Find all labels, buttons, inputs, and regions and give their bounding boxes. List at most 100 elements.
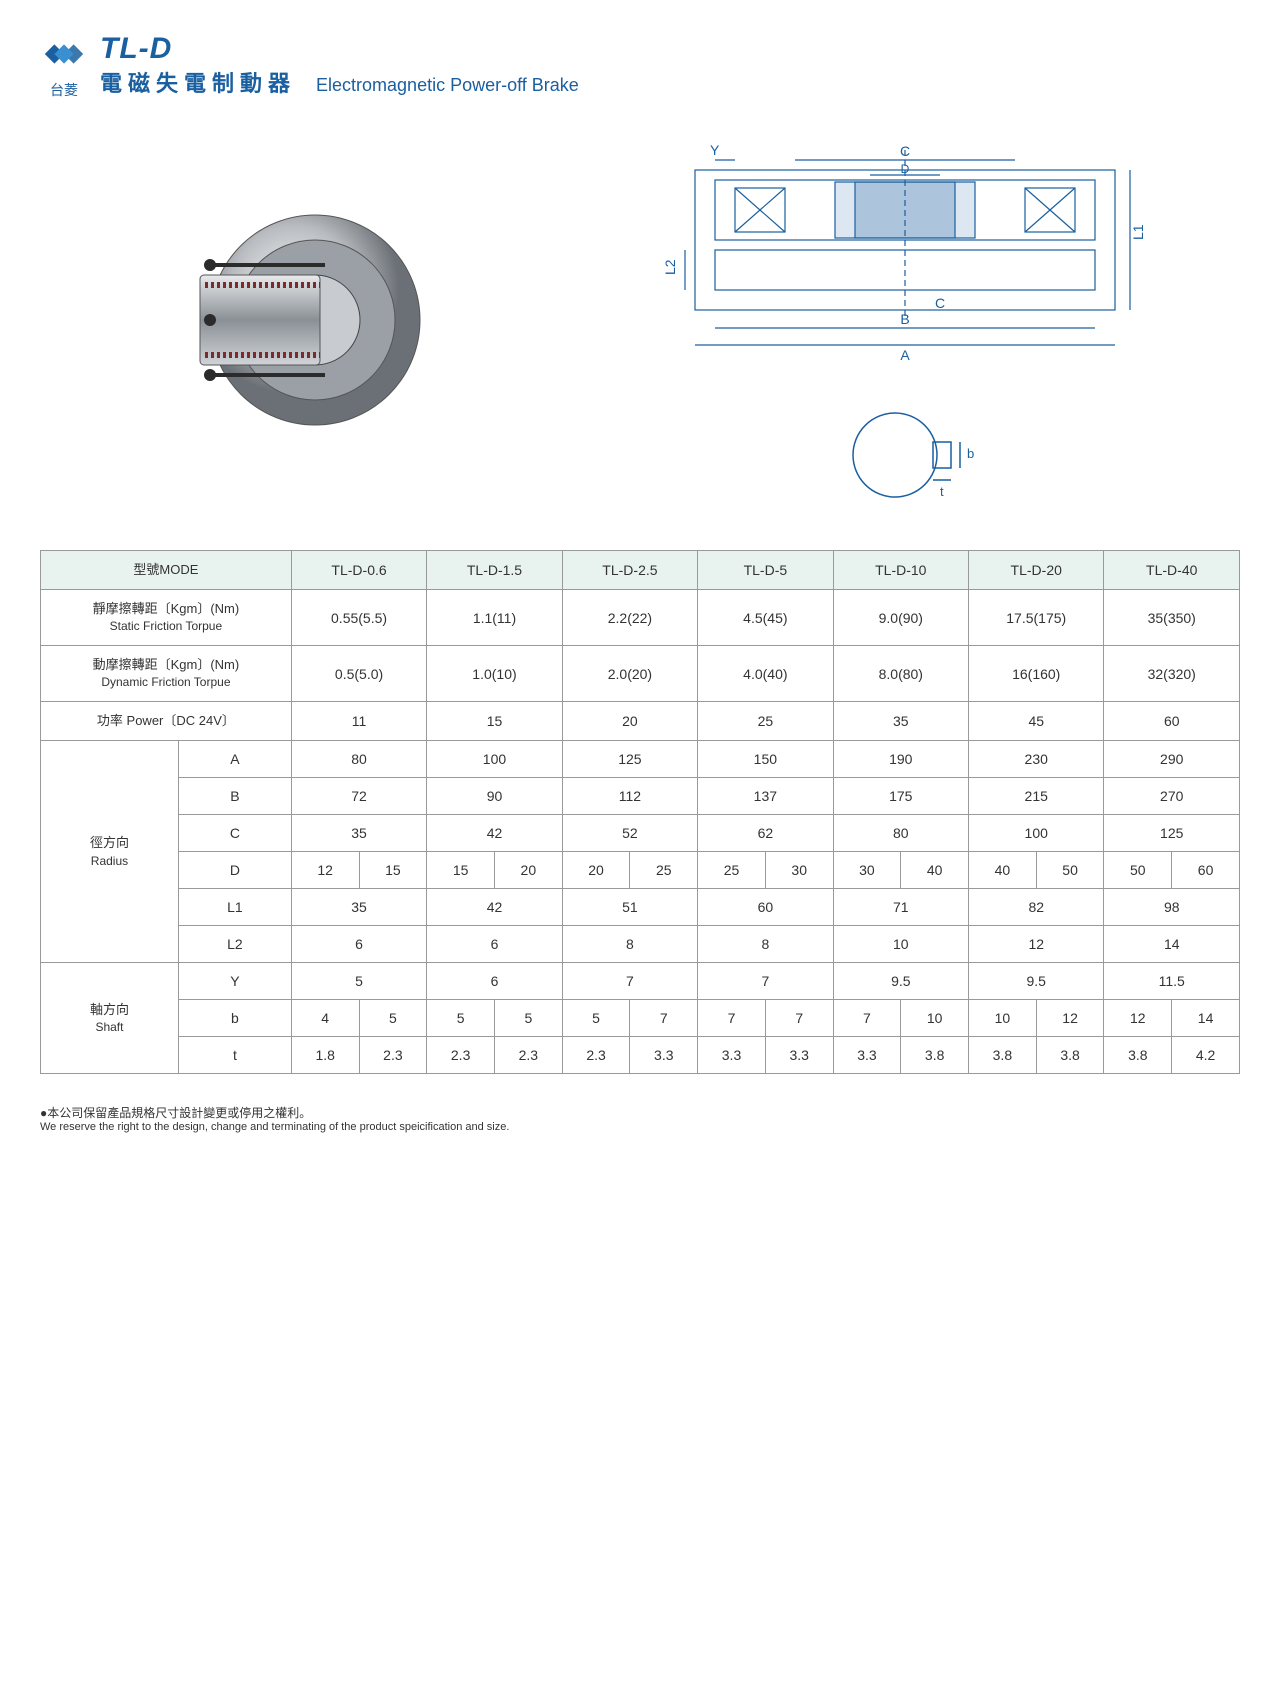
spec-table: 型號MODETL-D-0.6TL-D-1.5TL-D-2.5TL-D-5TL-D… bbox=[40, 550, 1240, 1074]
table-cell: 7 bbox=[833, 1000, 901, 1037]
param-label: b bbox=[178, 1000, 291, 1037]
table-cell: 3.8 bbox=[1036, 1037, 1104, 1074]
svg-text:Y: Y bbox=[710, 142, 720, 158]
column-header: TL-D-5 bbox=[698, 551, 833, 590]
figure-row: A B C D L1 L2 Y C b bbox=[40, 120, 1240, 520]
table-cell: 7 bbox=[562, 963, 697, 1000]
table-cell: 72 bbox=[291, 778, 426, 815]
table-cell: 2.0(20) bbox=[562, 646, 697, 702]
table-cell: 4.0(40) bbox=[698, 646, 833, 702]
table-cell: 90 bbox=[427, 778, 562, 815]
param-label: D bbox=[178, 852, 291, 889]
param-label: A bbox=[178, 741, 291, 778]
table-cell: 190 bbox=[833, 741, 968, 778]
param-label: L2 bbox=[178, 926, 291, 963]
table-cell: 8.0(80) bbox=[833, 646, 968, 702]
row-label: 動摩擦轉距〔Kgm〕(Nm)Dynamic Friction Torpue bbox=[41, 646, 292, 702]
table-cell: 5 bbox=[291, 963, 426, 1000]
svg-text:L2: L2 bbox=[662, 259, 678, 275]
table-cell: 4.5(45) bbox=[698, 590, 833, 646]
table-cell: 1.8 bbox=[291, 1037, 359, 1074]
table-cell: 3.3 bbox=[833, 1037, 901, 1074]
table-cell: 20 bbox=[562, 852, 630, 889]
brand-logo-icon bbox=[40, 30, 88, 78]
table-cell: 6 bbox=[427, 963, 562, 1000]
table-cell: 7 bbox=[630, 1000, 698, 1037]
table-cell: 10 bbox=[901, 1000, 969, 1037]
table-cell: 9.0(90) bbox=[833, 590, 968, 646]
column-header: TL-D-20 bbox=[969, 551, 1104, 590]
table-cell: 15 bbox=[427, 852, 495, 889]
svg-text:C: C bbox=[900, 143, 910, 159]
svg-text:t: t bbox=[940, 484, 944, 499]
column-header: TL-D-10 bbox=[833, 551, 968, 590]
table-cell: 80 bbox=[833, 815, 968, 852]
table-cell: 32(320) bbox=[1104, 646, 1240, 702]
param-label: C bbox=[178, 815, 291, 852]
row-label: 功率 Power〔DC 24V〕 bbox=[41, 702, 292, 741]
table-cell: 12 bbox=[1104, 1000, 1172, 1037]
table-cell: 16(160) bbox=[969, 646, 1104, 702]
svg-text:B: B bbox=[900, 311, 909, 327]
param-label: B bbox=[178, 778, 291, 815]
table-cell: 3.3 bbox=[765, 1037, 833, 1074]
page-header: 台菱 TL-D 電磁失電制動器 Electromagnetic Power-of… bbox=[40, 30, 1240, 100]
table-cell: 60 bbox=[1172, 852, 1240, 889]
table-cell: 10 bbox=[969, 1000, 1037, 1037]
table-cell: 98 bbox=[1104, 889, 1240, 926]
table-cell: 14 bbox=[1172, 1000, 1240, 1037]
table-cell: 20 bbox=[494, 852, 562, 889]
table-cell: 60 bbox=[1104, 702, 1240, 741]
table-cell: 3.3 bbox=[630, 1037, 698, 1074]
technical-diagram: A B C D L1 L2 Y C b bbox=[655, 120, 1155, 520]
footnote-en: We reserve the right to the design, chan… bbox=[40, 1121, 1240, 1133]
table-cell: 0.5(5.0) bbox=[291, 646, 426, 702]
table-cell: 17.5(175) bbox=[969, 590, 1104, 646]
table-cell: 62 bbox=[698, 815, 833, 852]
table-cell: 40 bbox=[901, 852, 969, 889]
footnote: ●本公司保留產品規格尺寸設計變更或停用之權利。 We reserve the r… bbox=[40, 1104, 1240, 1133]
group-label: 軸方向Shaft bbox=[41, 963, 179, 1074]
table-cell: 14 bbox=[1104, 926, 1240, 963]
table-cell: 3.8 bbox=[901, 1037, 969, 1074]
table-cell: 0.55(5.5) bbox=[291, 590, 426, 646]
footnote-cn: ●本公司保留產品規格尺寸設計變更或停用之權利。 bbox=[40, 1104, 1240, 1121]
column-header: TL-D-0.6 bbox=[291, 551, 426, 590]
group-label: 徑方向Radius bbox=[41, 741, 179, 963]
table-cell: 35(350) bbox=[1104, 590, 1240, 646]
table-cell: 25 bbox=[698, 702, 833, 741]
svg-text:A: A bbox=[900, 347, 910, 363]
mode-header: 型號MODE bbox=[41, 551, 292, 590]
table-cell: 71 bbox=[833, 889, 968, 926]
column-header: TL-D-40 bbox=[1104, 551, 1240, 590]
table-cell: 2.3 bbox=[427, 1037, 495, 1074]
table-cell: 60 bbox=[698, 889, 833, 926]
table-cell: 8 bbox=[562, 926, 697, 963]
table-cell: 100 bbox=[427, 741, 562, 778]
table-cell: 42 bbox=[427, 815, 562, 852]
table-cell: 25 bbox=[698, 852, 766, 889]
table-cell: 11 bbox=[291, 702, 426, 741]
table-cell: 51 bbox=[562, 889, 697, 926]
row-label: 靜摩擦轉距〔Kgm〕(Nm)Static Friction Torpue bbox=[41, 590, 292, 646]
table-cell: 2.2(22) bbox=[562, 590, 697, 646]
table-cell: 45 bbox=[969, 702, 1104, 741]
table-cell: 12 bbox=[291, 852, 359, 889]
table-cell: 5 bbox=[427, 1000, 495, 1037]
table-cell: 35 bbox=[291, 889, 426, 926]
table-cell: 11.5 bbox=[1104, 963, 1240, 1000]
title-block: TL-D 電磁失電制動器 Electromagnetic Power-off B… bbox=[100, 32, 579, 98]
table-cell: 8 bbox=[698, 926, 833, 963]
table-cell: 52 bbox=[562, 815, 697, 852]
title-cn: 電磁失電制動器 bbox=[100, 66, 296, 98]
table-cell: 30 bbox=[765, 852, 833, 889]
table-cell: 9.5 bbox=[833, 963, 968, 1000]
table-cell: 35 bbox=[291, 815, 426, 852]
table-cell: 50 bbox=[1036, 852, 1104, 889]
table-cell: 25 bbox=[630, 852, 698, 889]
table-cell: 290 bbox=[1104, 741, 1240, 778]
title-en: Electromagnetic Power-off Brake bbox=[316, 75, 579, 96]
model-code: TL-D bbox=[100, 32, 579, 66]
table-cell: 2.3 bbox=[494, 1037, 562, 1074]
table-cell: 15 bbox=[359, 852, 427, 889]
